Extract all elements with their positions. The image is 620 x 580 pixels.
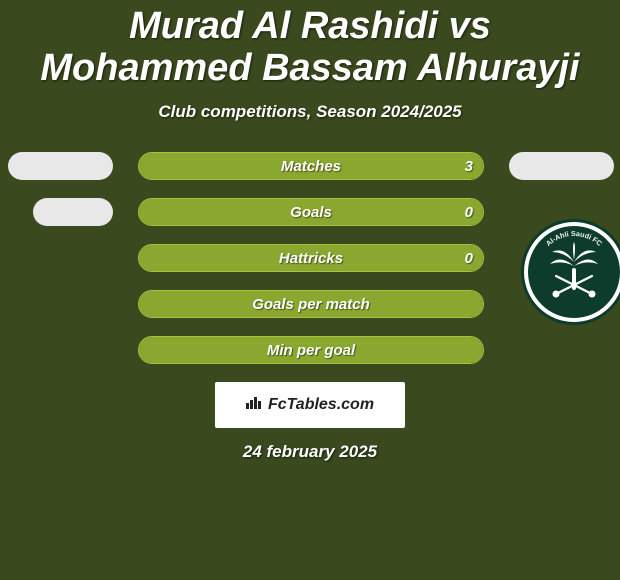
date-text: 24 february 2025: [0, 442, 620, 462]
stat-bar-right-fill: [139, 337, 483, 363]
stat-bar: Hattricks0: [138, 244, 484, 272]
player-left-pill: [33, 198, 113, 226]
stat-right-value: 0: [465, 199, 473, 226]
infographic-root: Murad Al Rashidi vs Mohammed Bassam Alhu…: [0, 0, 620, 580]
stat-bar: Min per goal: [138, 336, 484, 364]
stat-row: Al-Ahli Saudi FC Goal: [138, 198, 484, 230]
page-subtitle: Club competitions, Season 2024/2025: [0, 102, 620, 122]
stat-right-value: 3: [465, 153, 473, 180]
crest-svg: Al-Ahli Saudi FC: [524, 222, 620, 322]
stat-right-value: 0: [465, 245, 473, 272]
stat-row: Matches3: [138, 152, 484, 184]
club-crest: Al-Ahli Saudi FC: [524, 222, 620, 322]
page-title: Murad Al Rashidi vs Mohammed Bassam Alhu…: [0, 0, 620, 90]
stat-bar-right-fill: [139, 291, 483, 317]
bar-chart-icon: [246, 395, 264, 414]
stat-bar-right-fill: [139, 153, 483, 179]
stat-bar: Goals per match: [138, 290, 484, 318]
stat-row: Min per goal: [138, 336, 484, 368]
fctables-badge[interactable]: FcTables.com: [215, 382, 405, 428]
stat-bar-right-fill: [139, 245, 483, 271]
player-right-pill: [509, 152, 614, 180]
stats-rows: Matches3 Al-Ahli Saudi FC: [0, 152, 620, 368]
stat-bar: Matches3: [138, 152, 484, 180]
fctables-text: FcTables.com: [268, 396, 374, 414]
stat-bar-right-fill: [139, 199, 483, 225]
player-left-pill: [8, 152, 113, 180]
stat-bar: Goals0: [138, 198, 484, 226]
stat-row: Goals per match: [138, 290, 484, 322]
stat-row: Hattricks0: [138, 244, 484, 276]
